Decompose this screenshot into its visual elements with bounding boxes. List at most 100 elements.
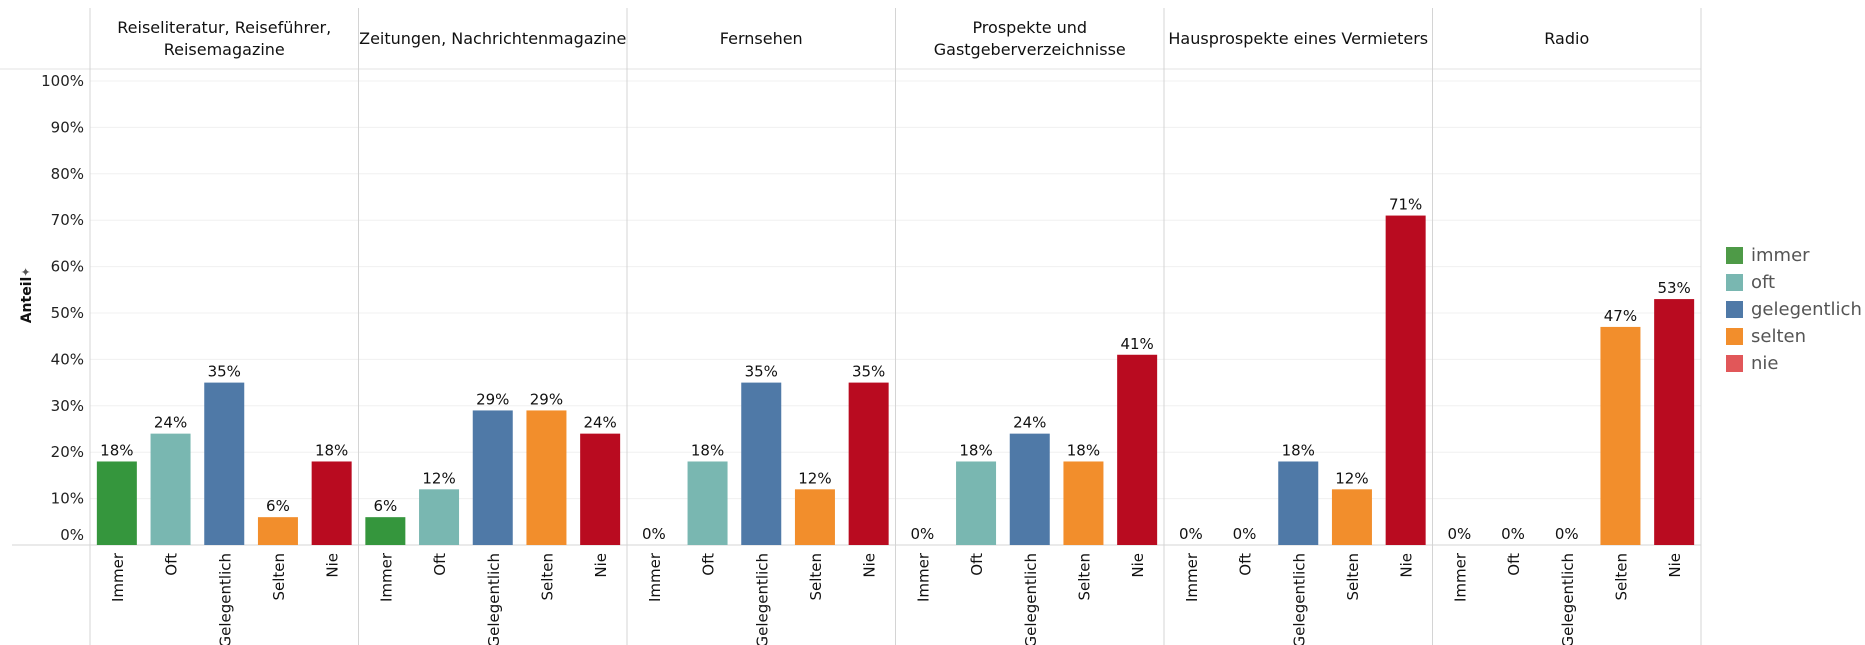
x-category-label: Oft: [700, 553, 718, 576]
x-category-label: Selten: [1075, 553, 1093, 601]
bar-oft: [150, 433, 191, 545]
x-category-label: Immer: [914, 552, 932, 602]
data-label: 24%: [1013, 414, 1046, 432]
x-category-label: Oft: [1237, 553, 1255, 576]
legend-item-immer[interactable]: immer: [1726, 242, 1862, 269]
panel-title: Hausprospekte eines Vermieters: [1168, 29, 1428, 48]
legend-item-gelegentlich[interactable]: gelegentlich: [1726, 296, 1862, 323]
panel-title: Radio: [1544, 29, 1589, 48]
data-label: 0%: [642, 525, 666, 543]
bar-immer: [365, 517, 406, 545]
bar-gelegentlich: [741, 382, 782, 545]
x-category-label: Gelegentlich: [485, 553, 503, 645]
y-tick-label: 80%: [51, 165, 84, 183]
y-tick-label: 0%: [60, 526, 84, 544]
bar-selten: [257, 517, 298, 545]
x-category-label: Oft: [968, 553, 986, 576]
bar-oft: [956, 461, 997, 545]
x-category-label: Nie: [324, 553, 342, 578]
legend-swatch: [1726, 274, 1743, 291]
bar-selten: [794, 489, 835, 545]
x-category-label: Nie: [1666, 553, 1684, 578]
legend-label: immer: [1751, 245, 1810, 266]
x-category-label: Immer: [1183, 552, 1201, 602]
x-category-label: Immer: [109, 552, 127, 602]
bar-selten: [1600, 326, 1641, 545]
legend-item-selten[interactable]: selten: [1726, 323, 1862, 350]
data-label: 12%: [422, 469, 455, 487]
data-label: 35%: [852, 363, 885, 381]
data-label: 18%: [100, 441, 133, 459]
panel-title: Zeitungen, Nachrichtenmagazine: [359, 29, 626, 48]
bar-nie: [848, 382, 889, 545]
legend-swatch: [1726, 247, 1743, 264]
pin-icon: ✦: [19, 267, 33, 277]
x-category-label: Selten: [1612, 553, 1630, 601]
x-category-label: Nie: [592, 553, 610, 578]
data-label: 18%: [315, 441, 348, 459]
data-label: 41%: [1120, 335, 1153, 353]
x-category-label: Selten: [270, 553, 288, 601]
y-tick-label: 60%: [51, 258, 84, 276]
data-label: 6%: [373, 497, 397, 515]
x-category-label: Gelegentlich: [1290, 553, 1308, 645]
x-category-label: Gelegentlich: [1022, 553, 1040, 645]
data-label: 18%: [959, 441, 992, 459]
y-tick-label: 100%: [41, 72, 84, 90]
legend-label: selten: [1751, 326, 1806, 347]
legend-item-nie[interactable]: nie: [1726, 350, 1862, 377]
x-category-label: Gelegentlich: [1559, 553, 1577, 645]
x-category-label: Immer: [646, 552, 664, 602]
data-label: 18%: [1067, 441, 1100, 459]
y-tick-label: 70%: [51, 211, 84, 229]
legend-label: oft: [1751, 272, 1776, 293]
bar-nie: [1385, 215, 1426, 545]
x-category-label: Oft: [163, 553, 181, 576]
data-label: 47%: [1604, 307, 1637, 325]
legend-item-oft[interactable]: oft: [1726, 269, 1862, 296]
data-label: 0%: [1555, 525, 1579, 543]
bar-nie: [580, 433, 621, 545]
data-label: 53%: [1657, 279, 1690, 297]
x-category-label: Nie: [1398, 553, 1416, 578]
bar-oft: [687, 461, 728, 545]
legend: immer oft gelegentlich selten nie: [1726, 242, 1862, 377]
data-label: 18%: [1282, 441, 1315, 459]
x-category-label: Oft: [431, 553, 449, 576]
data-label: 24%: [583, 414, 616, 432]
data-label: 0%: [1179, 525, 1203, 543]
bar-selten: [1063, 461, 1104, 545]
x-category-label: Oft: [1505, 553, 1523, 576]
panel-title: Reisemagazine: [164, 40, 285, 59]
data-label: 35%: [745, 363, 778, 381]
bar-gelegentlich: [1009, 433, 1050, 545]
data-label: 35%: [208, 363, 241, 381]
panel-title: Reiseliteratur, Reiseführer,: [117, 18, 331, 37]
x-category-label: Immer: [377, 552, 395, 602]
x-category-label: Selten: [1344, 553, 1362, 601]
data-label: 71%: [1389, 196, 1422, 214]
y-tick-label: 50%: [51, 304, 84, 322]
bar-oft: [419, 489, 460, 545]
data-label: 29%: [530, 390, 563, 408]
y-tick-label: 10%: [51, 490, 84, 508]
data-label: 29%: [476, 390, 509, 408]
legend-swatch: [1726, 301, 1743, 318]
bar-nie: [1654, 299, 1695, 545]
bar-selten: [1331, 489, 1372, 545]
bar-gelegentlich: [472, 410, 513, 545]
y-axis-label: Anteil: [19, 277, 35, 324]
x-category-label: Nie: [1129, 553, 1147, 578]
x-category-label: Gelegentlich: [216, 553, 234, 645]
x-category-label: Immer: [1451, 552, 1469, 602]
bar-immer: [96, 461, 137, 545]
data-label: 12%: [1335, 469, 1368, 487]
panel-title: Gastgeberverzeichnisse: [934, 40, 1126, 59]
bar-nie: [1117, 354, 1158, 545]
data-label: 0%: [1233, 525, 1257, 543]
bar-gelegentlich: [204, 382, 245, 545]
data-label: 24%: [154, 414, 187, 432]
data-label: 18%: [691, 441, 724, 459]
bar-nie: [311, 461, 352, 545]
